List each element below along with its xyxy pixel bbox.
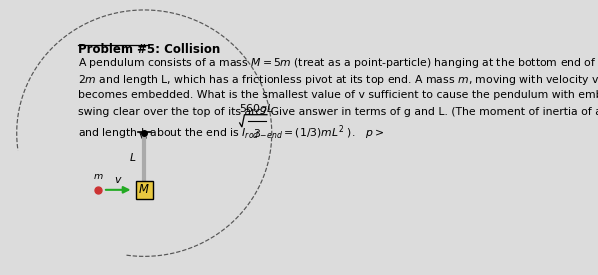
- Text: $m$: $m$: [93, 172, 103, 181]
- Text: swing clear over the top of its arc? Give answer in terms of g and L. (The momen: swing clear over the top of its arc? Giv…: [78, 107, 598, 117]
- Text: A pendulum consists of a mass $M = 5m$ (treat as a point-particle) hanging at th: A pendulum consists of a mass $M = 5m$ (…: [78, 56, 598, 70]
- Text: $2m$ and length L, which has a frictionless pivot at its top end. A mass $m$, mo: $2m$ and length L, which has a frictionl…: [78, 73, 598, 87]
- Text: Problem #5: Collision: Problem #5: Collision: [78, 43, 220, 56]
- Text: $3$: $3$: [253, 127, 261, 139]
- Text: and length L about the end is $I_{rod-end} = (1/3)mL^2$ ).   $p >$: and length L about the end is $I_{rod-en…: [78, 123, 384, 142]
- Text: $M$: $M$: [138, 183, 150, 196]
- Text: becomes embedded. What is the smallest value of v sufficient to cause the pendul: becomes embedded. What is the smallest v…: [78, 90, 598, 100]
- Text: $v$: $v$: [114, 175, 123, 185]
- FancyBboxPatch shape: [136, 181, 153, 199]
- Text: $L$: $L$: [129, 151, 136, 163]
- Text: $560gL$: $560gL$: [239, 102, 274, 116]
